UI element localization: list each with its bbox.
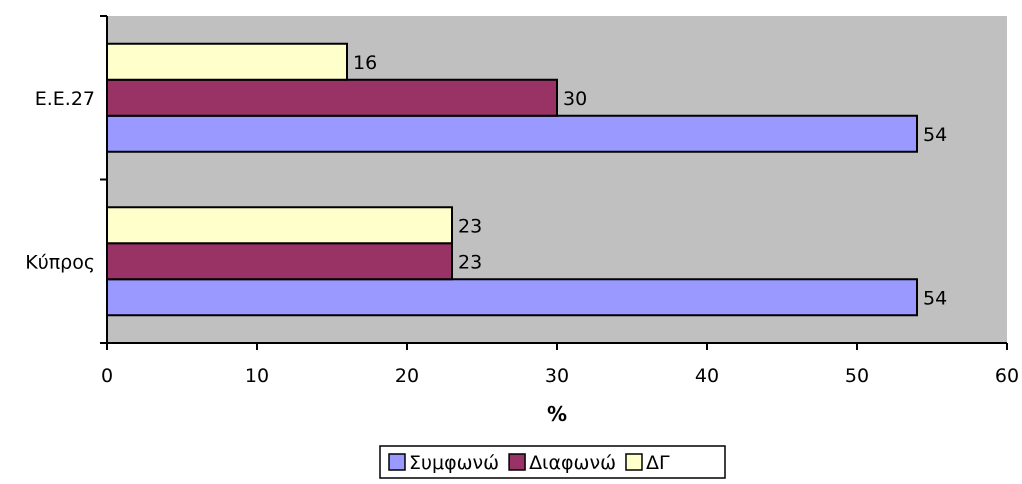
legend: Συμφωνώ Διαφωνώ ΔΓ: [379, 445, 726, 479]
x-tick-label-10: 10: [245, 365, 269, 387]
legend-swatch-3: [625, 453, 643, 471]
x-tick-labels: 0 10 20 30 40 50 60: [101, 365, 1019, 387]
x-tick-label-30: 30: [545, 365, 569, 387]
data-label-2-2: 30: [563, 88, 587, 110]
category-labels: Κύπρος Ε.Ε.27: [25, 88, 95, 274]
bar-2-3: [106, 42, 348, 81]
legend-label-3: ΔΓ: [646, 452, 670, 474]
data-label-1-3: 23: [458, 215, 482, 237]
axes: [100, 15, 1008, 350]
bar-1-2: [106, 242, 453, 281]
data-labels: 54 23 23 54 30 16: [353, 52, 947, 310]
x-tick-label-0: 0: [101, 365, 113, 387]
x-tick-label-60: 60: [995, 365, 1019, 387]
x-tick-label-50: 50: [845, 365, 869, 387]
bar-1-3: [106, 206, 453, 245]
bar-2-1: [106, 114, 918, 153]
legend-label-2: Διαφωνώ: [529, 452, 616, 474]
legend-label-1: Συμφωνώ: [409, 452, 499, 474]
bar-2-2: [106, 78, 558, 117]
legend-box: [379, 445, 726, 479]
x-tick-label-20: 20: [395, 365, 419, 387]
bar-1-1: [106, 278, 918, 317]
legend-swatch-1: [388, 453, 406, 471]
bars: [106, 42, 918, 317]
x-tick-label-40: 40: [695, 365, 719, 387]
category-label-2: Ε.Ε.27: [35, 88, 95, 110]
category-label-1: Κύπρος: [25, 251, 95, 273]
data-label-1-1: 54: [923, 287, 947, 309]
data-label-1-2: 23: [458, 251, 482, 273]
legend-swatch-2: [508, 453, 526, 471]
data-label-2-1: 54: [923, 124, 947, 146]
data-label-2-3: 16: [353, 52, 377, 74]
x-axis-title: %: [547, 402, 567, 426]
